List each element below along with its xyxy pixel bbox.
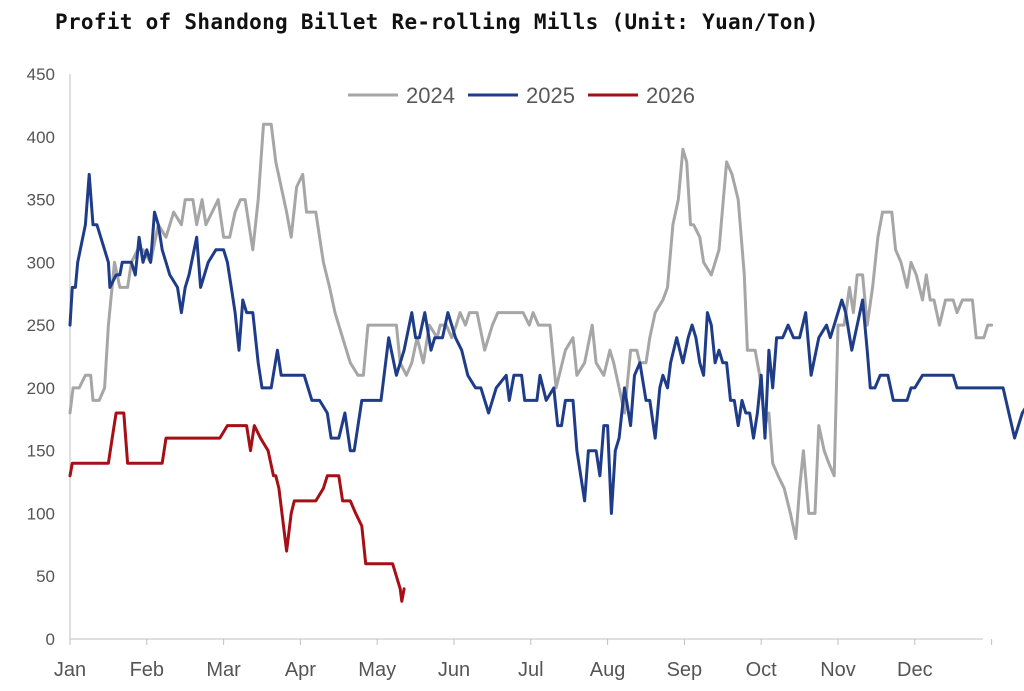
x-tick-label: Jul	[518, 659, 544, 681]
x-tick-label: Sep	[667, 659, 703, 681]
y-tick-label: 100	[27, 504, 55, 523]
y-tick-label: 50	[36, 567, 55, 586]
legend-label-2026: 2026	[646, 83, 695, 108]
series-line-2025	[68, 172, 1024, 515]
x-tick-label: Oct	[746, 659, 778, 681]
y-tick-label: 150	[27, 442, 55, 461]
series-line-2024	[68, 122, 994, 541]
x-tick-label: May	[358, 659, 396, 681]
y-tick-label: 300	[27, 253, 55, 272]
series-line-2026	[68, 411, 406, 603]
y-tick-label: 450	[27, 65, 55, 84]
legend-label-2025: 2025	[526, 83, 575, 108]
legend: 2024 2025 2026	[348, 83, 695, 108]
x-axis-ticks: Jan Feb Mar Apr May Jun Jul Aug Sep Oct Nov Dec	[54, 639, 993, 681]
x-tick-label: Feb	[130, 659, 164, 681]
chart-title: Profit of Shandong Billet Re-rolling Mil…	[55, 10, 819, 34]
x-tick-label: Jun	[438, 659, 470, 681]
y-tick-label: 400	[27, 128, 55, 147]
y-axis-ticks: 0 50 100 150 200 250 300 350 400 450	[27, 65, 55, 649]
x-tick-label: Apr	[285, 659, 316, 681]
x-tick-label: Aug	[590, 659, 626, 681]
x-tick-label: Jan	[54, 659, 86, 681]
legend-label-2024: 2024	[406, 83, 455, 108]
y-tick-label: 350	[27, 191, 55, 210]
series-layer	[68, 122, 1024, 603]
x-tick-label: Nov	[820, 659, 856, 681]
y-tick-label: 0	[46, 630, 55, 649]
y-tick-label: 200	[27, 379, 55, 398]
x-tick-label: Mar	[206, 659, 241, 681]
y-tick-label: 250	[27, 316, 55, 335]
x-tick-label: Dec	[897, 659, 933, 681]
